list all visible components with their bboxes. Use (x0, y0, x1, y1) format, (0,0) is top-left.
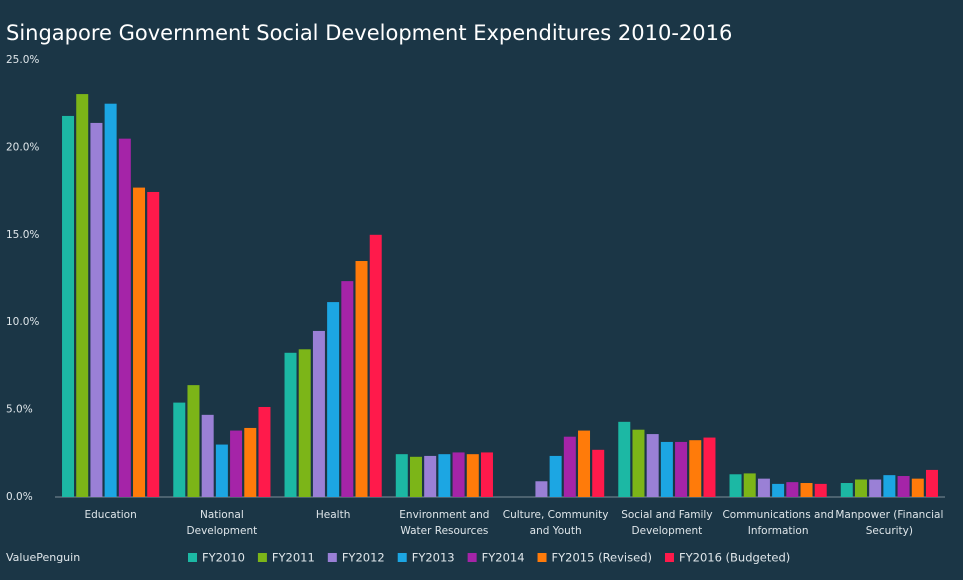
bar (187, 385, 200, 497)
legend-swatch (327, 553, 337, 562)
y-tick-label: 20.0% (6, 141, 39, 153)
bar (618, 421, 631, 497)
bar (563, 436, 576, 497)
bar (215, 444, 228, 497)
bar (118, 138, 131, 497)
legend-swatch (537, 553, 547, 562)
bar (284, 352, 297, 497)
bar (369, 234, 382, 498)
bar (772, 483, 785, 497)
legend-swatch (188, 553, 197, 562)
legend-label: FY2015 (Revised) (552, 551, 652, 565)
watermark: ValuePenguin (6, 551, 80, 564)
legend-swatch (397, 553, 407, 562)
x-tick-label: Social and Family Development (621, 509, 712, 537)
bar (675, 441, 688, 497)
bar (230, 430, 243, 497)
bar (646, 434, 659, 497)
bar (395, 454, 408, 497)
bar (409, 456, 422, 497)
legend-label: FY2011 (272, 551, 315, 565)
x-tick-label: Education (84, 509, 136, 521)
x-tick-label: Culture, Community and Youth (503, 509, 609, 537)
x-tick-label: Health (316, 509, 350, 521)
bar (578, 430, 591, 497)
bar (104, 103, 117, 497)
y-tick-label: 15.0% (6, 229, 39, 241)
bar (133, 187, 146, 497)
bar (355, 261, 368, 497)
y-tick-label: 10.0% (6, 316, 39, 328)
bar (147, 191, 160, 497)
bar (729, 474, 742, 497)
bar (549, 455, 562, 497)
bar (62, 115, 75, 497)
y-tick-label: 0.0% (6, 491, 33, 503)
bar (327, 302, 340, 497)
bar (840, 483, 853, 497)
y-tick-label: 5.0% (6, 404, 33, 416)
bar (298, 349, 311, 497)
bar (869, 479, 882, 497)
bar (258, 406, 271, 497)
x-tick-label: Manpower (Financial Security) (835, 509, 943, 537)
legend-label: FY2010 (202, 551, 245, 565)
legend-swatch (257, 553, 267, 562)
bar (244, 427, 257, 497)
bar (201, 414, 214, 497)
bar (592, 449, 605, 497)
legend-label: FY2012 (342, 551, 385, 565)
bar (897, 476, 910, 497)
bar (925, 469, 938, 497)
bar (341, 281, 354, 497)
bar (883, 475, 896, 497)
bar (689, 440, 702, 497)
bar (173, 402, 186, 497)
y-tick-label: 25.0% (6, 54, 39, 66)
legend-label: FY2013 (412, 551, 455, 565)
bar (452, 452, 465, 497)
bar (535, 481, 548, 497)
bar (800, 483, 813, 497)
bar (757, 478, 770, 497)
bar (480, 452, 493, 497)
chart-title: Singapore Government Social Development … (6, 21, 732, 45)
bar (424, 455, 437, 497)
bar (312, 330, 325, 497)
legend-swatch (467, 553, 477, 562)
bar (76, 94, 89, 497)
bar (911, 478, 924, 497)
x-tick-label: Environment and Water Resources (399, 509, 489, 537)
legend-swatch (664, 553, 674, 562)
bar (466, 454, 479, 497)
legend-label: FY2016 (Budgeted) (679, 551, 790, 565)
legend-label: FY2014 (482, 551, 525, 565)
x-tick-label: Communications and Information (722, 509, 833, 537)
bar (786, 482, 799, 497)
x-tick-label: National Development (187, 509, 258, 537)
bar (660, 441, 673, 497)
bar (90, 122, 103, 497)
bar (854, 479, 867, 497)
bar (743, 473, 756, 497)
bar (814, 483, 827, 497)
bar (438, 454, 451, 497)
bar (703, 437, 716, 497)
bar (632, 429, 645, 497)
